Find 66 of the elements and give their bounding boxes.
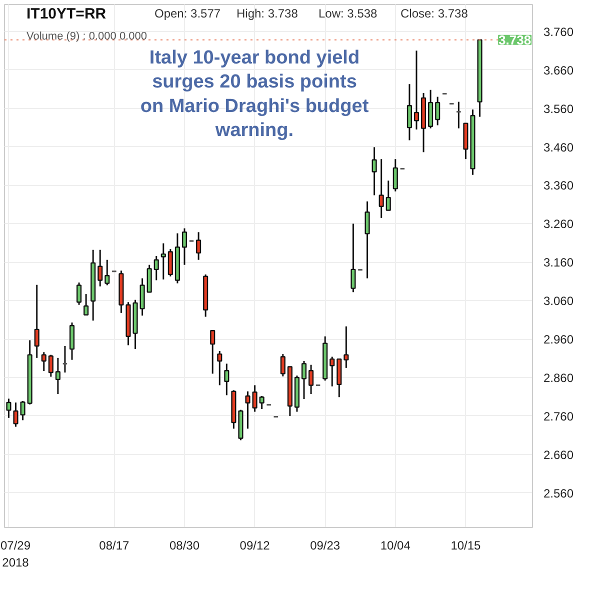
annotation: Close: 3.738 [400, 6, 468, 20]
y-tick-label: 3.360 [544, 178, 574, 193]
candlestick [330, 356, 335, 388]
x-tick-label: 10/15 [450, 538, 482, 552]
x-tick-label: 09/23 [310, 538, 340, 552]
candlestick [146, 264, 152, 293]
x-tick-label: 08/17 [99, 538, 130, 552]
candlestick [378, 158, 384, 219]
candlestick [259, 395, 264, 410]
y-tick-label: 2.660 [544, 448, 574, 462]
candlestick [6, 398, 12, 419]
candlestick [160, 242, 166, 280]
candlestick [210, 330, 216, 374]
y-tick-label: 3.660 [544, 63, 574, 78]
annotation: Open: 3.577 [154, 6, 221, 20]
candlestick [104, 259, 110, 286]
candlestick [140, 278, 145, 316]
x-tick-label: 09/12 [240, 538, 270, 552]
candlestick [98, 249, 103, 288]
y-tick-label: 2.760 [544, 409, 574, 424]
y-tick-label: 3.060 [544, 294, 574, 308]
y-tick-label: 2.860 [544, 371, 574, 386]
ref-line-label: 3.738 [498, 32, 532, 48]
candlestick [245, 390, 250, 430]
candlestick [168, 248, 173, 278]
y-tick-label: 2.560 [544, 486, 574, 500]
candlestick [154, 255, 159, 281]
y-tick-label: 3.260 [544, 217, 574, 232]
candlestick [406, 83, 412, 141]
candlestick [224, 362, 230, 396]
candlestick [217, 350, 222, 386]
candlestick [280, 353, 286, 378]
y-tick-label: 3.560 [544, 102, 574, 116]
y-tick-label: 2.960 [544, 332, 574, 347]
candlestick [41, 351, 46, 372]
annotation: Volume (9) : 0.000 0.000 [26, 30, 147, 42]
y-tick-label: 3.760 [544, 24, 574, 39]
chart-title: IT10YT=RR [26, 6, 106, 22]
candlestick [414, 50, 420, 130]
candlestick [386, 180, 391, 211]
candlestick [182, 228, 188, 266]
candlestick [55, 357, 60, 395]
x-tick-label: 08/30 [169, 538, 200, 552]
y-tick-label: 3.460 [544, 140, 574, 154]
candlestick [301, 360, 307, 400]
annotation: Italy 10-year bond yield surges 20 basis points on Mario Draghi's budget warning. [140, 48, 370, 141]
candlestick [392, 158, 398, 192]
candlestick [196, 231, 202, 261]
candlestick [84, 293, 89, 316]
candlestick [372, 146, 377, 196]
candlestick [364, 200, 370, 280]
candlestick [69, 322, 75, 361]
candlestick [48, 354, 54, 378]
candlestick [252, 384, 258, 412]
candlestick [344, 326, 349, 369]
candlestick [34, 284, 40, 359]
annotation: High: 3.738 [236, 6, 298, 20]
candlestick [435, 96, 440, 126]
candlestick [428, 89, 434, 130]
x-tick-label: 07/29 2018 [0, 538, 31, 570]
y-tick-label: 3.160 [544, 256, 574, 270]
candlestick [76, 282, 82, 306]
candlestick [308, 364, 314, 395]
candlestick [350, 222, 356, 293]
annotation: Low: 3.538 [318, 6, 378, 20]
x-tick-label: 10/04 [380, 538, 411, 552]
